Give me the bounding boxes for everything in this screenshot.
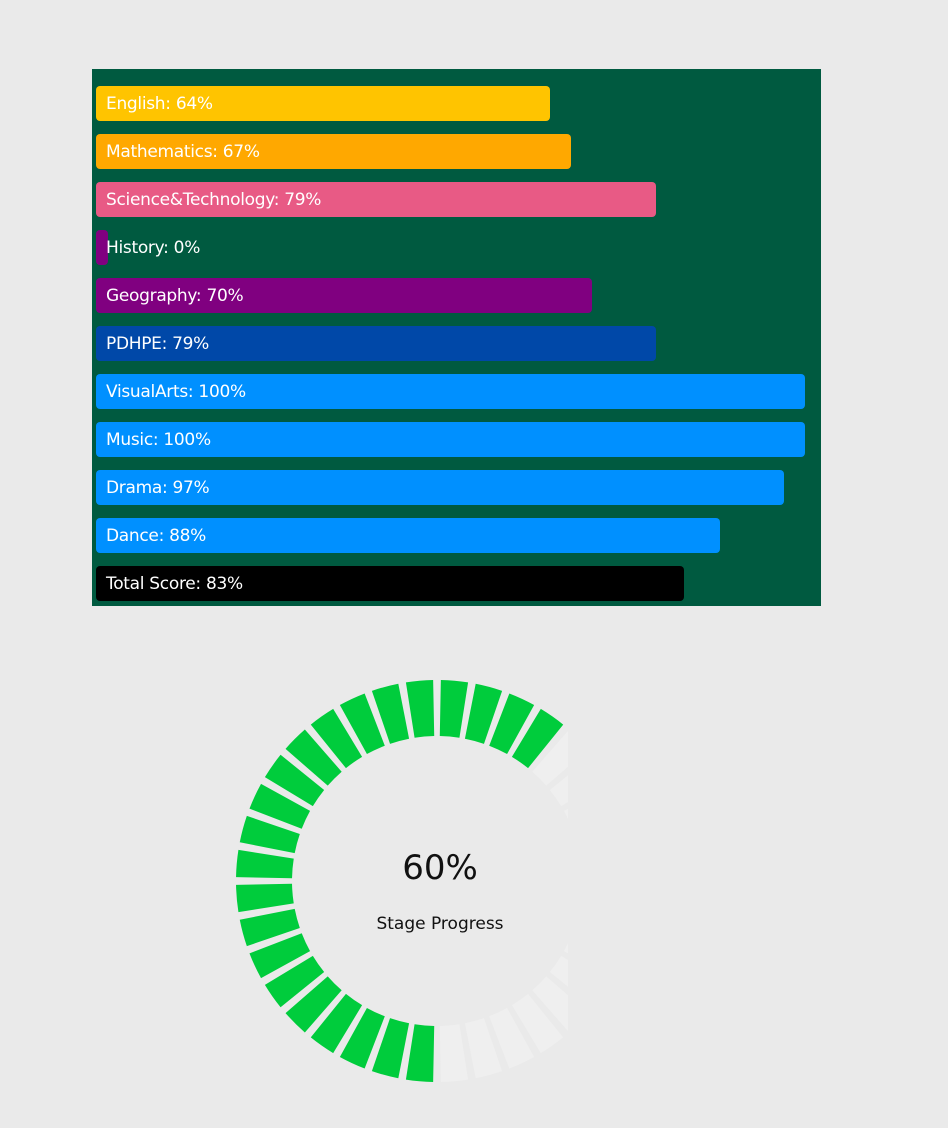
score-bar-label: PDHPE: 79%: [106, 334, 210, 354]
score-bar-dance: Dance: 88%: [96, 518, 720, 553]
score-bar-mathematics: Mathematics: 67%: [96, 134, 572, 169]
score-bar-science-technology: Science&Technology: 79%: [96, 182, 657, 217]
score-bar-label: Drama: 97%: [106, 478, 210, 498]
progress-segment-filled: [439, 680, 469, 738]
score-bar-geography: Geography: 70%: [96, 278, 593, 313]
progress-segment-filled: [405, 1024, 435, 1082]
progress-segment-empty: [574, 909, 634, 946]
progress-segment-filled: [339, 693, 385, 755]
score-bar-label: Dance: 88%: [106, 526, 207, 546]
progress-segment-filled: [249, 783, 311, 829]
progress-segment-filled: [310, 708, 363, 769]
score-bar-drama: Drama: 97%: [96, 470, 784, 505]
progress-segment-filled: [339, 1007, 385, 1069]
progress-segment-filled: [405, 680, 435, 738]
progress-segment-empty: [511, 993, 564, 1054]
progress-segment-filled: [249, 933, 311, 979]
progress-segment-empty: [532, 976, 568, 1032]
progress-segment-empty: [439, 1024, 469, 1082]
progress-segment-empty: [563, 943, 568, 954]
score-bar-label: Science&Technology: 79%: [106, 190, 322, 210]
score-bar-label: Geography: 70%: [106, 286, 244, 306]
progress-segment-filled: [285, 729, 342, 786]
progress-segment-empty: [549, 775, 568, 807]
score-bar-label: English: 64%: [106, 94, 213, 114]
score-bar-history: History: 0%: [96, 230, 200, 265]
progress-segment-empty: [464, 1018, 503, 1079]
progress-segment-filled: [371, 1018, 410, 1079]
progress-segment-filled: [285, 976, 342, 1033]
progress-segment-filled: [236, 883, 294, 913]
progress-percent: 60%: [402, 848, 478, 888]
progress-segment-empty: [532, 730, 568, 786]
progress-segment-filled: [464, 683, 503, 744]
progress-segment-filled: [239, 908, 300, 947]
progress-segment-filled: [310, 993, 363, 1054]
progress-segment-filled: [264, 955, 325, 1008]
progress-segment-filled: [511, 708, 564, 769]
progress-segment-empty: [563, 808, 568, 819]
score-bar-label: VisualArts: 100%: [106, 382, 246, 402]
progress-segment-empty: [549, 955, 568, 987]
progress-segment-empty: [574, 816, 634, 853]
progress-segment-empty: [580, 884, 638, 912]
score-bar-label: Total Score: 83%: [106, 574, 243, 594]
score-bar-pdhpe: PDHPE: 79%: [96, 326, 657, 361]
progress-segment-filled: [371, 683, 410, 744]
subject-scores-panel: English: 64% Mathematics: 67% Science&Tech…: [92, 69, 821, 606]
progress-segment-filled: [489, 693, 535, 755]
score-bar-music: Music: 100%: [96, 422, 805, 457]
score-bar-label: History: 0%: [106, 238, 201, 258]
progress-caption: Stage Progress: [376, 914, 504, 934]
score-bar-english: English: 64%: [96, 86, 550, 121]
progress-segment-filled: [236, 849, 294, 879]
progress-segment-empty: [580, 850, 638, 878]
score-bar-label: Music: 100%: [106, 430, 211, 450]
score-bar-total-score: Total Score: 83%: [96, 566, 685, 601]
progress-segment-filled: [239, 815, 300, 854]
progress-segment-filled: [264, 754, 325, 807]
score-bar-label: Mathematics: 67%: [106, 142, 260, 162]
progress-segment-empty: [489, 1007, 535, 1069]
score-bar-visualarts: VisualArts: 100%: [96, 374, 805, 409]
